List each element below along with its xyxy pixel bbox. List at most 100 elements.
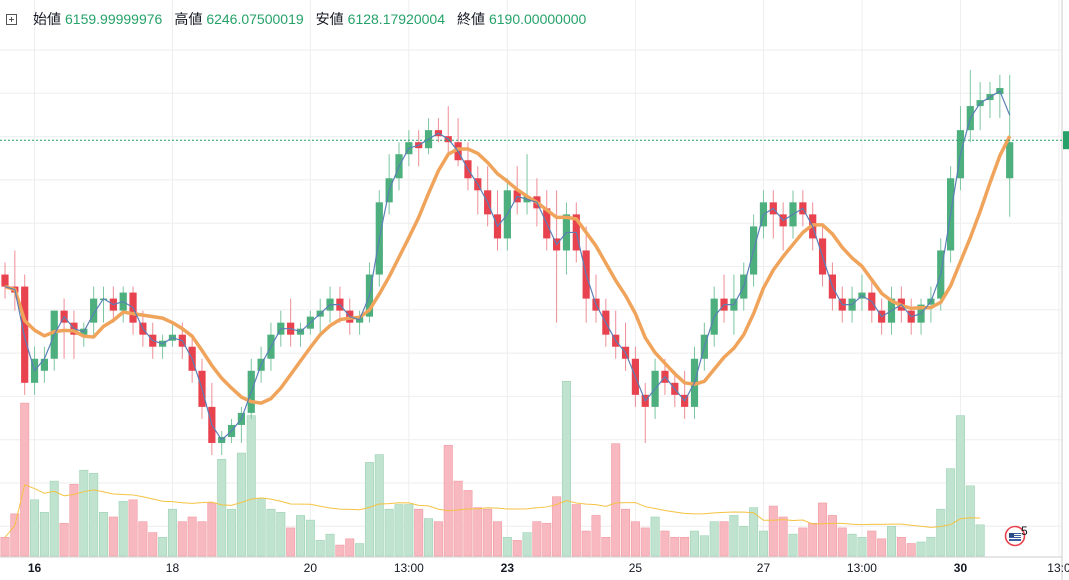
x-tick-label: 27 [757, 561, 771, 575]
volume-bar [384, 508, 394, 557]
volume-bar [148, 532, 158, 557]
x-tick-label: 13:00 [847, 561, 877, 575]
volume-bar [0, 536, 10, 557]
x-axis: 16 18 20 13:00 23 25 27 13:00 30 13:0 [28, 561, 1069, 575]
volume-bar [532, 521, 542, 557]
ma-fast-line [4, 90, 1011, 441]
volume-bar [345, 538, 355, 557]
volume-bar [818, 502, 828, 557]
volume-bar [936, 508, 946, 557]
volume-bar [965, 485, 975, 557]
volume-bar [10, 513, 20, 557]
open-value: 6159.99999976 [65, 11, 163, 27]
volume-bar [463, 490, 473, 557]
volume-bar [837, 527, 847, 557]
volume-bar [630, 521, 640, 557]
volume-bar [502, 536, 512, 557]
volume-bar [473, 507, 483, 557]
x-tick-label: 18 [166, 561, 180, 575]
volume-bar [975, 524, 985, 557]
volume-bar [187, 516, 197, 557]
volume-bar [522, 532, 532, 557]
volume-bar [571, 504, 581, 557]
volume-bar [492, 521, 502, 557]
volume-bar [483, 508, 493, 557]
x-tick-label: 13:00 [394, 561, 424, 575]
volume-bar [414, 508, 424, 557]
volume-bar [768, 505, 778, 557]
volume-bar [946, 468, 956, 557]
close-label: 終値 [456, 11, 485, 27]
volume-bar [197, 521, 207, 557]
volume-bar [758, 530, 768, 557]
high-label: 高値 [174, 11, 203, 27]
volume-bar [650, 516, 660, 557]
volume-bar [335, 544, 345, 557]
volume-bar [39, 512, 49, 557]
high-value: 6246.07500019 [206, 11, 304, 27]
x-tick-label: 30 [954, 561, 968, 575]
volume-bar [886, 526, 896, 557]
volume-bar [295, 515, 305, 557]
volume-bar [827, 515, 837, 557]
volume-bar [581, 530, 591, 557]
volume-bar [699, 535, 709, 557]
volume-bar [256, 497, 266, 557]
volume-moving-average [4, 484, 981, 538]
x-tick-label: 16 [28, 561, 42, 575]
volume-bar [867, 530, 877, 557]
candle-body [40, 358, 48, 371]
volume-bar [30, 499, 40, 557]
volume-bar [561, 380, 571, 557]
volume-bar [355, 543, 365, 557]
volume-bar [857, 536, 867, 557]
volume-bar [138, 521, 148, 557]
low-label: 安値 [315, 11, 344, 27]
volume-bar [266, 508, 276, 557]
volume-bar [926, 536, 936, 557]
volume-bar [158, 536, 168, 557]
last-price-marker [1063, 131, 1069, 150]
volume-bar [601, 536, 611, 557]
volume-bar [59, 522, 69, 557]
volume-bar [217, 458, 227, 557]
moving-averages [4, 90, 1012, 441]
volume-bar [246, 415, 256, 557]
volume-bar [670, 536, 680, 557]
volume-bar [542, 522, 552, 557]
volume-bar [305, 519, 315, 557]
ohlc-legend: 始値 6159.99999976 高値 6246.07500019 安値 612… [6, 9, 586, 29]
volume-bar [49, 480, 59, 557]
close-value: 6190.00000000 [488, 11, 587, 27]
volume-bar [739, 526, 749, 557]
volume-bar [79, 469, 89, 557]
volume-bar [808, 522, 818, 557]
volume-bar [453, 480, 463, 557]
open-label: 始値 [33, 11, 61, 27]
volume-bar [552, 496, 562, 557]
volume-bar [364, 462, 374, 557]
x-tick-label: 23 [501, 561, 515, 575]
expand-icon[interactable] [6, 13, 17, 25]
volume-bars [0, 380, 985, 557]
volume-bar [512, 540, 522, 557]
flag-badge-icon[interactable] [1004, 525, 1026, 547]
volume-bar [591, 515, 601, 557]
volume-ma-line [4, 484, 981, 538]
volume-bar [906, 543, 916, 557]
volume-bar [749, 507, 759, 557]
volume-bar [788, 533, 798, 557]
volume-bar [611, 443, 621, 557]
volume-bar [315, 540, 325, 557]
volume-bar [680, 536, 690, 557]
volume-bar [236, 452, 246, 557]
volume-bar [89, 473, 99, 557]
volume-bar [877, 538, 887, 557]
volume-bar [621, 508, 631, 557]
volume-bar [433, 521, 443, 557]
candle-body [21, 286, 29, 383]
volume-bar [778, 516, 788, 557]
volume-bar [689, 530, 699, 557]
